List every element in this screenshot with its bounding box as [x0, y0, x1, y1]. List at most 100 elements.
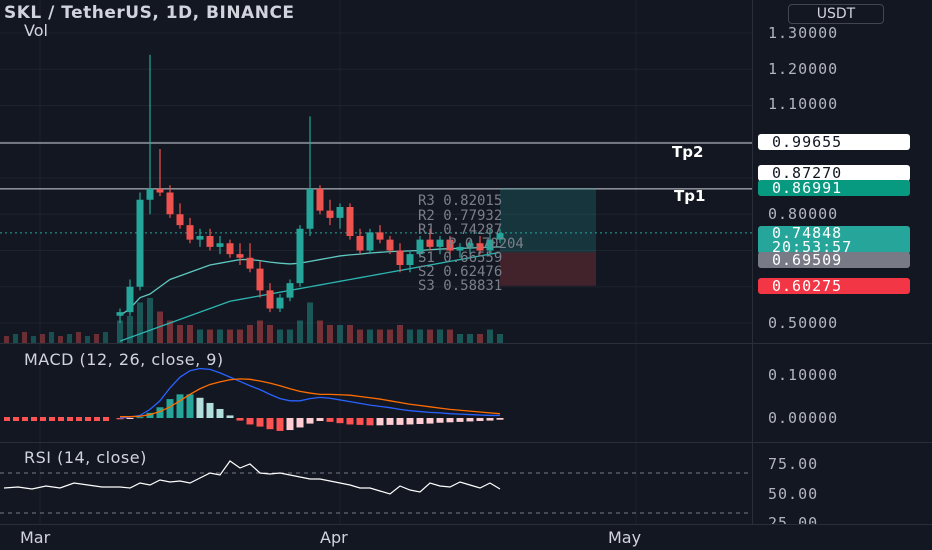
macd-histogram-bar: [216, 408, 224, 418]
candle-body: [386, 239, 394, 251]
macd-histogram-bar: [85, 417, 91, 421]
macd-tick: 0.00000: [768, 409, 839, 427]
macd-histogram-bar: [326, 418, 334, 422]
macd-histogram-bar: [116, 418, 124, 420]
volume-bar: [407, 329, 413, 343]
pivot-label: R2 0.77932: [418, 208, 503, 224]
macd-histogram-bar: [31, 417, 37, 421]
volume-bar: [497, 334, 503, 343]
macd-histogram-bar: [316, 418, 324, 422]
volume-bar: [197, 329, 203, 343]
volume-bar: [377, 329, 383, 343]
macd-histogram-bar: [406, 418, 414, 425]
candle-body: [206, 236, 214, 247]
volume-bar: [257, 320, 263, 343]
candle-body: [436, 239, 444, 247]
volume-bar: [22, 332, 27, 343]
candle-body: [146, 188, 154, 200]
candle-body: [496, 233, 504, 240]
volume-bar: [417, 329, 423, 343]
macd-histogram-bar: [206, 402, 214, 418]
macd-histogram-bar: [40, 417, 46, 421]
volume-bar: [487, 329, 493, 343]
candle-body: [126, 286, 134, 313]
volume-bar: [397, 325, 403, 343]
macd-histogram-bar: [136, 417, 144, 419]
stop-zone: [500, 252, 596, 286]
price-tick: 1.30000: [768, 24, 839, 42]
candle-body: [246, 257, 254, 269]
macd-histogram-bar: [4, 417, 10, 421]
volume-bar: [58, 336, 63, 343]
candle-body: [446, 239, 454, 251]
macd-histogram-bar: [103, 417, 109, 421]
volume-bar: [187, 325, 193, 343]
macd-histogram-bar: [436, 418, 444, 423]
candle-body: [376, 232, 384, 240]
pivot-label: S3 0.58831: [418, 278, 503, 294]
macd-histogram-bar: [336, 418, 344, 424]
volume-bar: [247, 325, 253, 343]
volume-bar: [467, 334, 473, 343]
volume-bar: [387, 329, 393, 343]
macd-line: [119, 367, 500, 419]
macd-histogram-bar: [226, 415, 234, 418]
candle-body: [456, 246, 464, 251]
tp1-label: Tp1: [674, 187, 706, 205]
volume-bar: [167, 320, 173, 343]
macd-histogram-bar: [196, 397, 204, 418]
rsi-tick: 50.00: [768, 485, 819, 503]
symbol-title[interactable]: SKL / TetherUS, 1D, BINANCE: [4, 3, 295, 23]
last-price-value: 0.74848: [772, 224, 843, 242]
volume-bar: [457, 334, 463, 343]
time-axis-separator: [0, 524, 932, 525]
candle-body: [276, 297, 284, 309]
macd-histogram-bar: [456, 418, 464, 422]
moving-average-line-slow: [119, 251, 501, 342]
macd-histogram-bar: [426, 418, 434, 424]
time-label: Apr: [320, 528, 348, 547]
tp2-label: Tp2: [672, 143, 704, 161]
macd-histogram-bar: [446, 418, 454, 423]
rsi-line-early: [3, 482, 120, 490]
volume-bar: [117, 320, 123, 343]
candle-body: [326, 210, 334, 218]
candle-body: [306, 188, 314, 229]
price-chart[interactable]: [0, 0, 752, 524]
volume-bar: [49, 332, 54, 343]
volume-bar: [207, 329, 213, 343]
macd-label[interactable]: MACD (12, 26, close, 9): [24, 350, 224, 369]
price-axis-separator: [752, 0, 753, 524]
macd-histogram-bar: [466, 418, 474, 422]
macd-histogram-bar: [476, 418, 484, 422]
rsi-label[interactable]: RSI (14, close): [24, 448, 147, 467]
volume-bar: [237, 329, 243, 343]
volume-bar: [437, 329, 443, 343]
macd-histogram-bar: [366, 418, 374, 426]
candle-body: [176, 214, 184, 226]
price-tick: 1.10000: [768, 95, 839, 113]
currency-button[interactable]: USDT: [788, 4, 884, 24]
macd-histogram-bar: [416, 418, 424, 425]
volume-bar: [94, 334, 99, 343]
volume-bar: [337, 325, 343, 343]
candle-body: [356, 236, 364, 251]
candle-body: [346, 207, 354, 236]
volume-bar: [67, 334, 72, 343]
macd-axis-separator: [0, 343, 932, 344]
volume-label: Vol: [24, 21, 48, 40]
volume-bar: [267, 325, 273, 343]
macd-histogram-bar: [396, 418, 404, 425]
pivot-label: S1 0.66559: [418, 250, 503, 266]
price-tick: 1.20000: [768, 60, 839, 78]
volume-bar: [427, 329, 433, 343]
candle-body: [186, 225, 194, 240]
candle-body: [406, 254, 414, 265]
macd-histogram-bar: [67, 417, 73, 421]
candle-body: [216, 243, 224, 247]
macd-histogram-bar: [49, 417, 55, 421]
macd-histogram-bar: [356, 418, 364, 425]
volume-bar: [317, 320, 323, 343]
tp1-price-tag: 0.86991: [758, 180, 910, 196]
macd-histogram-bar: [296, 418, 304, 428]
